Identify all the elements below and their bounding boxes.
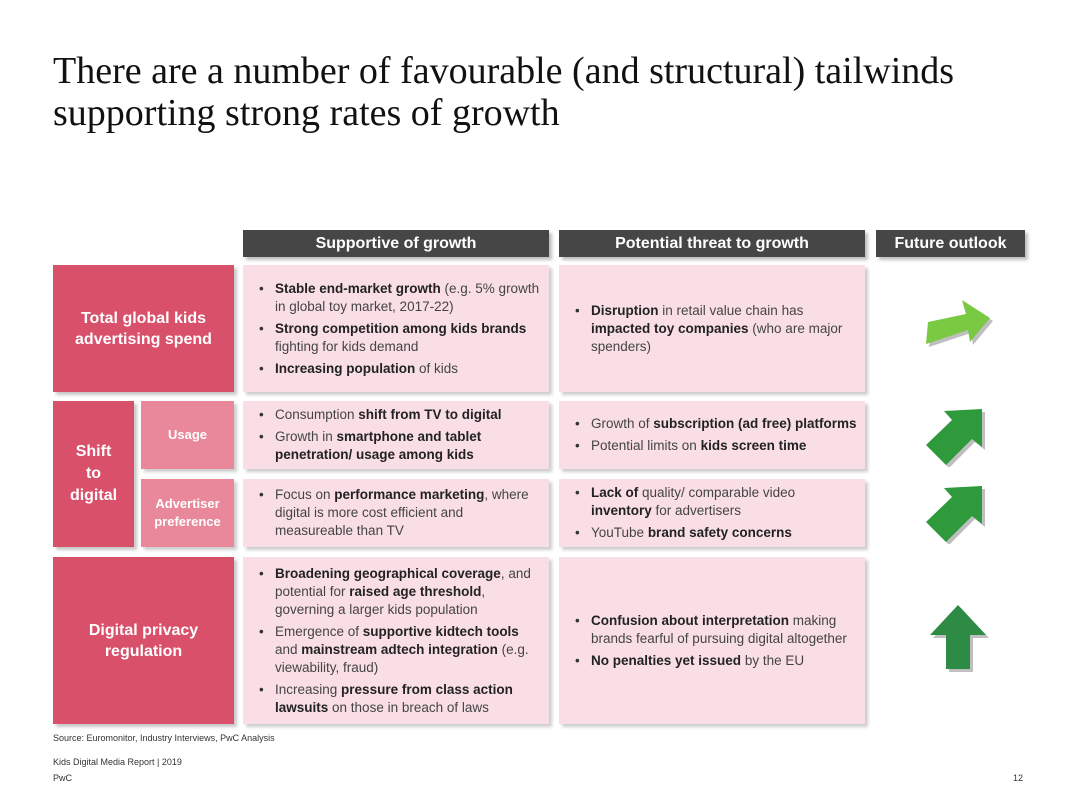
bullet-item: YouTube brand safety concerns bbox=[573, 524, 857, 542]
row-label-shift-to-digital: Shift to digital bbox=[53, 401, 134, 547]
bullet-item: Potential limits on kids screen time bbox=[573, 437, 857, 455]
arrow-up-right-icon bbox=[926, 486, 985, 544]
cell-privacy-supportive: Broadening geographical coverage, and po… bbox=[243, 557, 549, 724]
arrow-up-icon bbox=[930, 605, 989, 672]
cell-usage-threat: Growth of subscription (ad free) platfor… bbox=[559, 401, 865, 469]
cell-advertiser-threat: Lack of quality/ comparable video invent… bbox=[559, 479, 865, 547]
row-label-usage: Usage bbox=[141, 401, 234, 469]
bullet-item: Broadening geographical coverage, and po… bbox=[257, 565, 541, 619]
bullet-item: Increasing pressure from class action la… bbox=[257, 681, 541, 717]
brand-name: PwC bbox=[53, 773, 73, 783]
bullet-item: Consumption shift from TV to digital bbox=[257, 406, 541, 424]
page-title: There are a number of favourable (and st… bbox=[53, 50, 955, 134]
bullet-item: Lack of quality/ comparable video invent… bbox=[573, 484, 857, 520]
bullet-item: Stable end-market growth (e.g. 5% growth… bbox=[257, 280, 541, 316]
cell-advertiser-supportive: Focus on performance marketing, where di… bbox=[243, 479, 549, 547]
bullet-item: Disruption in retail value chain has imp… bbox=[573, 302, 857, 356]
header-supportive: Supportive of growth bbox=[243, 230, 549, 257]
bullet-item: Increasing population of kids bbox=[257, 360, 541, 378]
bullet-item: No penalties yet issued by the EU bbox=[573, 652, 857, 670]
arrow-right-up-icon bbox=[926, 300, 993, 347]
cell-privacy-threat: Confusion about interpretation making br… bbox=[559, 557, 865, 724]
row-label-total-spend: Total global kids advertising spend bbox=[53, 265, 234, 392]
arrow-up-right-icon bbox=[926, 409, 985, 467]
header-threat: Potential threat to growth bbox=[559, 230, 865, 257]
bullet-item: Confusion about interpretation making br… bbox=[573, 612, 857, 648]
row-label-advertiser-preference: Advertiser preference bbox=[141, 479, 234, 547]
cell-usage-supportive: Consumption shift from TV to digital Grow… bbox=[243, 401, 549, 469]
source-note: Source: Euromonitor, Industry Interviews… bbox=[53, 733, 275, 743]
cell-total-supportive: Stable end-market growth (e.g. 5% growth… bbox=[243, 265, 549, 392]
bullet-item: Growth in smartphone and tablet penetrat… bbox=[257, 428, 541, 464]
bullet-item: Focus on performance marketing, where di… bbox=[257, 486, 541, 540]
cell-total-threat: Disruption in retail value chain has imp… bbox=[559, 265, 865, 392]
row-label-privacy-regulation: Digital privacy regulation bbox=[53, 557, 234, 724]
page-number: 12 bbox=[1013, 773, 1024, 783]
header-outlook: Future outlook bbox=[876, 230, 1025, 257]
bullet-item: Growth of subscription (ad free) platfor… bbox=[573, 415, 857, 433]
report-name: Kids Digital Media Report | 2019 bbox=[53, 757, 182, 767]
bullet-item: Emergence of supportive kidtech tools an… bbox=[257, 623, 541, 677]
bullet-item: Strong competition among kids brands fig… bbox=[257, 320, 541, 356]
